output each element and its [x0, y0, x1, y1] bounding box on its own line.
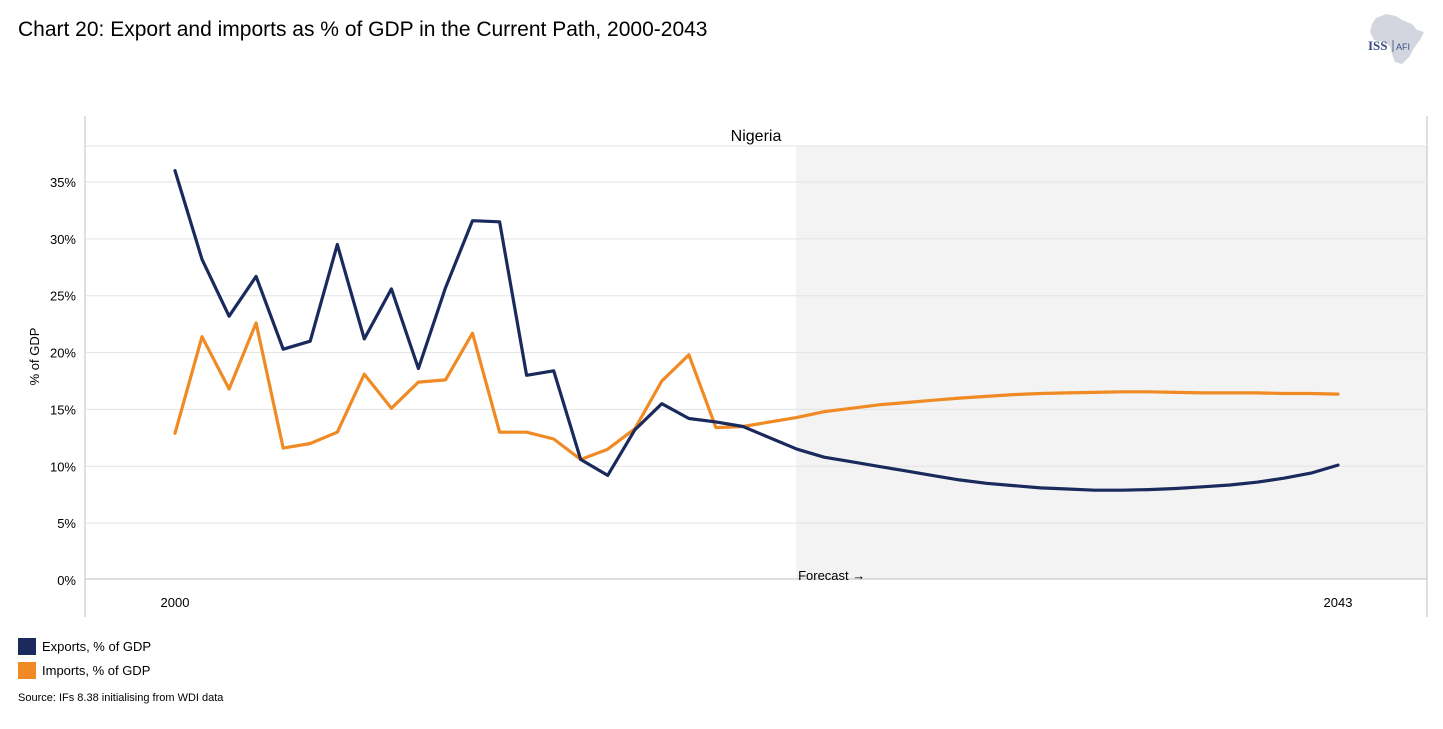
legend-swatch-exports: [18, 637, 36, 655]
y-tick-label: 20%: [50, 346, 76, 361]
y-axis-label: % of GDP: [27, 328, 42, 386]
forecast-label: Forecast →: [798, 568, 865, 583]
y-tick-label: 25%: [50, 289, 76, 304]
y-tick-label: 5%: [57, 516, 76, 531]
logo-primary: ISS: [1368, 38, 1388, 53]
y-tick-label: 0%: [57, 573, 76, 588]
series-line-exports: [173, 169, 1340, 492]
legend-item-exports: Exports, % of GDP: [18, 634, 151, 658]
chart-title: Chart 20: Export and imports as % of GDP…: [18, 18, 708, 41]
africa-map-icon: [1370, 14, 1424, 64]
y-tick-label: 10%: [50, 459, 76, 474]
iss-afi-logo: ISS AFI: [1368, 14, 1424, 64]
series-line-imports: [173, 321, 1340, 462]
legend-swatch-imports: [18, 661, 36, 679]
panel-title: Nigeria: [731, 128, 782, 145]
y-tick-label: 15%: [50, 402, 76, 417]
source-note: Source: IFs 8.38 initialising from WDI d…: [18, 692, 224, 704]
y-tick-label: 30%: [50, 232, 76, 247]
logo-secondary: AFI: [1396, 42, 1410, 52]
legend-item-imports: Imports, % of GDP: [18, 658, 151, 682]
forecast-region: [796, 146, 1427, 579]
legend-label-imports: Imports, % of GDP: [42, 662, 151, 678]
y-tick-label: 35%: [50, 175, 76, 190]
x-tick-label: 2043: [1324, 595, 1353, 610]
x-tick-label: 2000: [161, 595, 190, 610]
legend-label-exports: Exports, % of GDP: [42, 638, 152, 654]
legend: Exports, % of GDP Imports, % of GDP: [18, 634, 151, 682]
